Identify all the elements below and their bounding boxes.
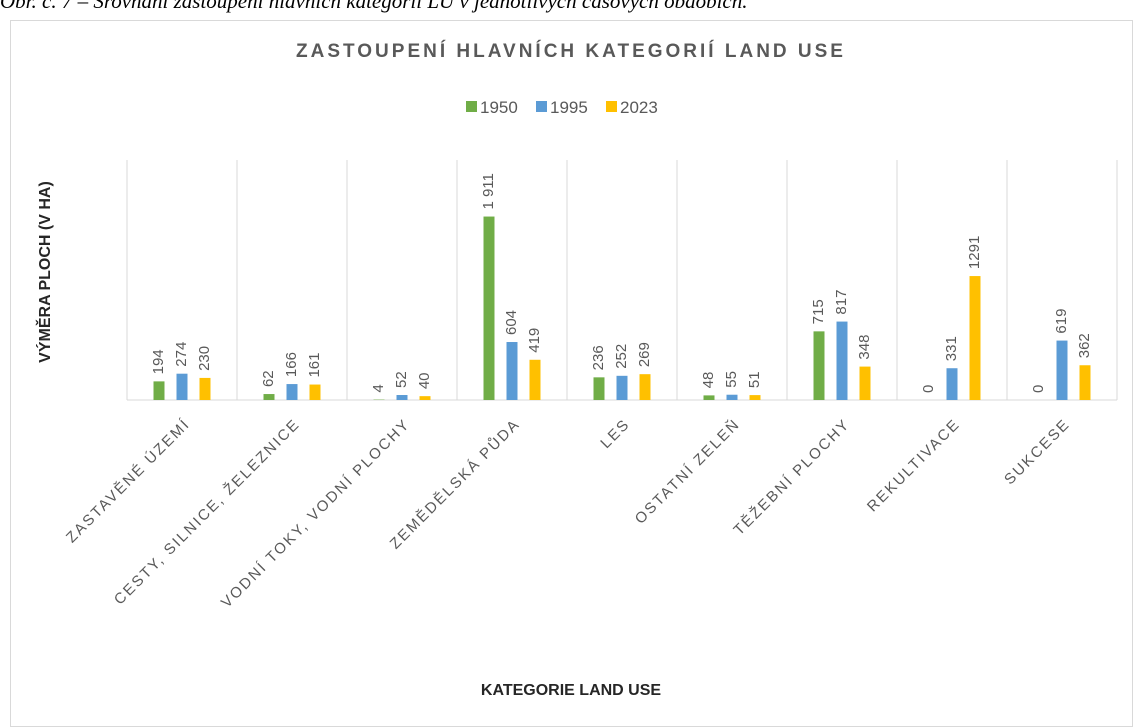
x-tick-label: OSTATNÍ ZELEŇ [632,416,744,528]
x-tick-label: ZEMĚDĚLSKÁ PŮDA [386,415,524,553]
x-axis-title: KATEGORIE LAND USE [481,682,661,699]
x-tick-label: CESTY, SILNICE, ŽELEZNICE [111,416,304,609]
value-label: 161 [306,353,323,378]
value-label: 715 [810,299,827,324]
x-tick-label: REKULTIVACE [864,416,964,516]
bar [703,395,715,400]
bar [836,321,848,400]
bar [153,381,165,400]
value-label: 55 [723,371,740,388]
legend-swatch [466,101,477,112]
y-axis-title: VÝMĚRA PLOCH (V HA) [35,181,54,363]
value-label: 1291 [966,236,983,269]
bar [859,366,871,400]
x-tick-label: SUKCESE [1001,416,1074,489]
bar [749,395,761,400]
bar [176,373,188,400]
value-label: 40 [416,372,433,389]
legend-swatch [606,101,617,112]
value-label: 1 911 [480,173,497,209]
value-label: 52 [393,371,410,388]
bar [483,216,495,400]
value-label: 0 [920,385,937,393]
value-label: 604 [503,310,520,335]
value-label: 166 [283,352,300,377]
x-tick-label: TĚŽEBNÍ PLOCHY [730,416,853,539]
bar [529,359,541,400]
bar [419,396,431,400]
value-label: 0 [1030,385,1047,393]
bar [396,395,408,400]
value-label: 194 [150,349,167,374]
bar [506,342,518,400]
bar [309,384,321,400]
value-label: 274 [173,342,190,367]
bar [286,384,298,400]
value-label: 619 [1053,309,1070,334]
chart-frame [10,20,1133,727]
x-tick-label: VODNÍ TOKY, VODNÍ PLOCHY [218,416,414,612]
value-label: 419 [526,328,543,353]
bar [813,331,825,400]
value-label: 331 [943,336,960,361]
x-tick-label: ZASTAVĚNÉ ÚZEMÍ [63,416,194,547]
bar [1079,365,1091,400]
legend-label: 1950 [480,98,518,117]
caption: Obr. č. 7 – Srovnání zastoupení hlavních… [0,0,748,13]
value-label: 362 [1076,333,1093,358]
value-label: 51 [746,371,763,388]
legend-label: 2023 [620,98,658,117]
legend: 1950 1995 2023 [466,98,658,117]
bar [726,394,738,400]
value-label: 48 [700,372,717,389]
bar [616,375,628,400]
legend-label: 1995 [550,98,588,117]
bar [969,276,981,400]
legend-swatch [536,101,547,112]
value-label: 348 [856,335,873,360]
chart-title: ZASTOUPENÍ HLAVNÍCH KATEGORIÍ LAND USE [296,40,846,62]
bar [1056,340,1068,400]
value-label: 4 [370,384,387,392]
bar [639,374,651,400]
value-label: 230 [196,346,213,371]
value-label: 269 [636,342,653,367]
value-label: 252 [613,344,630,369]
bar [199,377,211,400]
value-label: 62 [260,370,277,387]
bar [593,377,605,400]
value-label: 236 [590,345,607,370]
x-tick-label: LES [597,416,633,452]
bar [263,394,275,400]
bar [946,368,958,400]
value-label: 817 [833,290,850,315]
